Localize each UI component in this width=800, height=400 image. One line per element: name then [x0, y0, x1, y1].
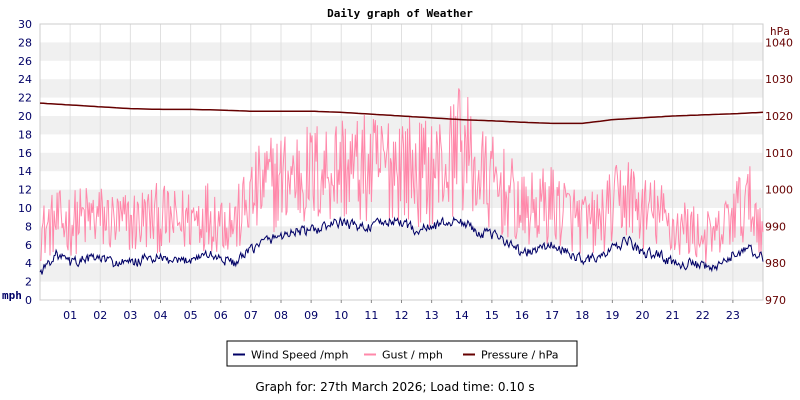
left-tick-label: 18: [18, 128, 32, 141]
x-tick-label: 18: [575, 309, 589, 322]
legend: Wind Speed /mph Gust / mph Pressure / hPa: [226, 340, 578, 367]
right-tick-label: 1000: [765, 184, 793, 197]
right-axis-label: hPa: [770, 25, 790, 38]
legend-label: Pressure / hPa: [481, 349, 559, 362]
x-tick-label: 22: [696, 309, 710, 322]
footer-text: Graph for: 27th March 2026; Load time: 0…: [255, 380, 534, 394]
left-tick-label: 30: [18, 18, 32, 31]
x-tick-label: 19: [605, 309, 619, 322]
left-tick-label: 6: [25, 239, 32, 252]
x-tick-label: 07: [244, 309, 258, 322]
x-tick-label: 04: [154, 309, 168, 322]
right-tick-label: 980: [765, 257, 786, 270]
left-tick-label: 24: [18, 73, 32, 86]
x-tick-label: 23: [726, 309, 740, 322]
legend-label: Gust / mph: [382, 349, 443, 362]
x-tick-label: 16: [515, 309, 529, 322]
right-tick-label: 990: [765, 220, 786, 233]
left-tick-label: 8: [25, 220, 32, 233]
right-tick-label: 1010: [765, 147, 793, 160]
x-tick-label: 21: [666, 309, 680, 322]
series-pressure-line: [39, 102, 764, 125]
left-tick-label: 12: [18, 184, 32, 197]
right-tick-label: 1040: [765, 36, 793, 49]
chart-title: Daily graph of Weather: [327, 7, 473, 20]
left-axis-label: mph: [2, 289, 22, 302]
x-tick-label: 05: [184, 309, 198, 322]
left-tick-label: 2: [25, 276, 32, 289]
x-tick-label: 10: [334, 309, 348, 322]
left-tick-label: 10: [18, 202, 32, 215]
series-gust-line: [39, 88, 764, 264]
x-tick-label: 14: [455, 309, 469, 322]
x-tick-label: 17: [545, 309, 559, 322]
x-tick-label: 13: [425, 309, 439, 322]
x-tick-label: 03: [123, 309, 137, 322]
right-tick-label: 1020: [765, 110, 793, 123]
left-tick-label: 28: [18, 36, 32, 49]
legend-box: [226, 340, 578, 367]
left-tick-label: 22: [18, 92, 32, 105]
x-tick-label: 11: [364, 309, 378, 322]
series-wind-speed-line: [39, 216, 764, 275]
x-tick-label: 15: [485, 309, 499, 322]
left-tick-label: 14: [18, 165, 32, 178]
x-tick-label: 02: [93, 309, 107, 322]
left-tick-label: 0: [25, 294, 32, 307]
left-tick-label: 16: [18, 147, 32, 160]
x-tick-label: 08: [274, 309, 288, 322]
x-tick-label: 01: [63, 309, 77, 322]
x-tick-label: 09: [304, 309, 318, 322]
legend-label: Wind Speed /mph: [251, 349, 349, 362]
x-tick-label: 12: [395, 309, 409, 322]
left-tick-label: 26: [18, 55, 32, 68]
right-tick-label: 1030: [765, 73, 793, 86]
x-tick-label: 20: [636, 309, 650, 322]
right-tick-label: 970: [765, 294, 786, 307]
left-tick-label: 4: [25, 257, 32, 270]
x-tick-label: 06: [214, 309, 228, 322]
left-tick-label: 20: [18, 110, 32, 123]
